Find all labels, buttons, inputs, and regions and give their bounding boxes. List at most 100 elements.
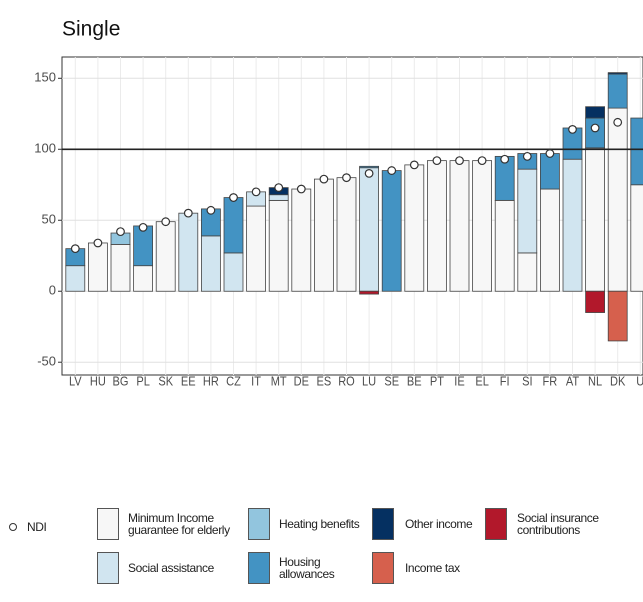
x-tick-label: EE (181, 374, 196, 389)
ndi-marker (161, 217, 171, 227)
x-tick-label: HR (203, 374, 219, 389)
ndi-marker (590, 123, 600, 133)
bar-segment (607, 72, 628, 75)
bar-segment (517, 168, 538, 254)
legend-swatch (372, 508, 394, 540)
ndi-marker (387, 166, 397, 175)
y-tick-label: 50 (42, 212, 56, 227)
legend-label: Minimum Income guarantee for elderly (128, 511, 230, 537)
ndi-marker (522, 151, 532, 161)
bar-segment (540, 153, 560, 190)
legend-swatch (485, 508, 507, 540)
x-tick-label: DK (610, 374, 625, 389)
bar-segment (630, 184, 643, 292)
bar-segment (155, 221, 176, 292)
ndi-marker (613, 117, 623, 127)
bar-segment (585, 290, 605, 313)
x-tick-label: SE (384, 374, 399, 389)
plot: -50 0 50 100 150 LV HU BG PL SK EE HR CZ IT MT DE ES RO LU… (34, 56, 643, 389)
bar-segment (133, 265, 153, 292)
bar-segment (449, 160, 470, 292)
legend-label: Housing allowances (279, 555, 335, 581)
x-tick-label: NL (588, 374, 602, 389)
y-tick-label: 100 (34, 141, 56, 156)
bar-segment (246, 205, 266, 292)
ndi-marker (93, 238, 103, 248)
legend-swatch (97, 508, 119, 540)
x-tick-label: IT (251, 374, 261, 389)
y-tick-label: 0 (49, 283, 56, 298)
ndi-marker (342, 173, 351, 183)
bar-segment (201, 235, 221, 292)
bar-segment (291, 188, 312, 292)
legend-label: Income tax (405, 561, 460, 575)
bar-segment (630, 117, 643, 186)
bar-segment (359, 167, 379, 292)
bar-segment (585, 117, 605, 149)
legend-label: Social insurance contributions (517, 511, 599, 537)
bar-segment (494, 199, 515, 292)
x-tick-label: AT (566, 374, 580, 389)
x-tick-label: U (636, 374, 643, 389)
bar-segment (178, 212, 199, 292)
ndi-marker (364, 169, 374, 178)
x-tick-label: EL (475, 374, 489, 389)
x-tick-label: SK (158, 374, 173, 389)
x-tick-label: HU (90, 374, 106, 389)
bar-segment (585, 147, 605, 292)
bar-segment (336, 177, 357, 292)
ndi-marker (568, 125, 577, 134)
ndi-marker (229, 193, 238, 202)
x-tick-label: BG (113, 374, 129, 389)
bar-segment (133, 225, 153, 267)
ndi-marker (296, 184, 306, 194)
y-tick-label: -50 (37, 354, 56, 369)
ndi-marker (70, 244, 80, 254)
x-tick-label: BE (407, 374, 422, 389)
ndi-marker (477, 156, 487, 166)
x-tick-label: DE (294, 374, 309, 389)
ndi-marker (183, 208, 193, 218)
x-tick-label: SI (522, 374, 532, 389)
legend-label: Social assistance (128, 561, 214, 575)
x-tick-label: IE (454, 374, 464, 389)
legend-swatch (97, 552, 119, 584)
ndi-marker (545, 149, 555, 158)
bar-segment (607, 73, 628, 109)
x-tick-label: RO (338, 374, 355, 389)
x-tick-label: LU (362, 374, 376, 389)
bar-segment (359, 290, 379, 295)
legend-label: NDI (27, 520, 47, 534)
bar-segment (223, 252, 244, 292)
x-tick-label: CZ (226, 374, 241, 389)
bar-segment (472, 160, 492, 292)
legend-ndi-marker (9, 523, 17, 531)
chart-title: Single (62, 18, 120, 41)
bar-segment (268, 199, 289, 292)
bar-segment (223, 197, 244, 254)
ndi-marker (116, 227, 125, 237)
ndi-marker (500, 154, 510, 164)
x-tick-label: ES (317, 374, 332, 389)
ndi-marker (455, 156, 464, 166)
ndi-marker (409, 160, 419, 170)
bar-segment (540, 188, 560, 292)
bar-segment (268, 194, 289, 201)
legend-swatch (248, 552, 270, 584)
bar-segment (427, 160, 447, 292)
legend-label: Heating benefits (279, 517, 360, 531)
bar-segment (65, 265, 86, 292)
bar-segment (404, 164, 425, 292)
ndi-marker (274, 183, 284, 193)
x-tick-label: MT (271, 374, 288, 389)
bar-segment (359, 165, 379, 169)
bar-segment (585, 106, 605, 119)
ndi-marker (319, 174, 329, 184)
bar-segment (607, 107, 628, 292)
x-tick-label: PT (430, 374, 445, 389)
legend-swatch (248, 508, 270, 540)
ndi-marker (138, 222, 148, 232)
bar-segment (88, 242, 108, 292)
